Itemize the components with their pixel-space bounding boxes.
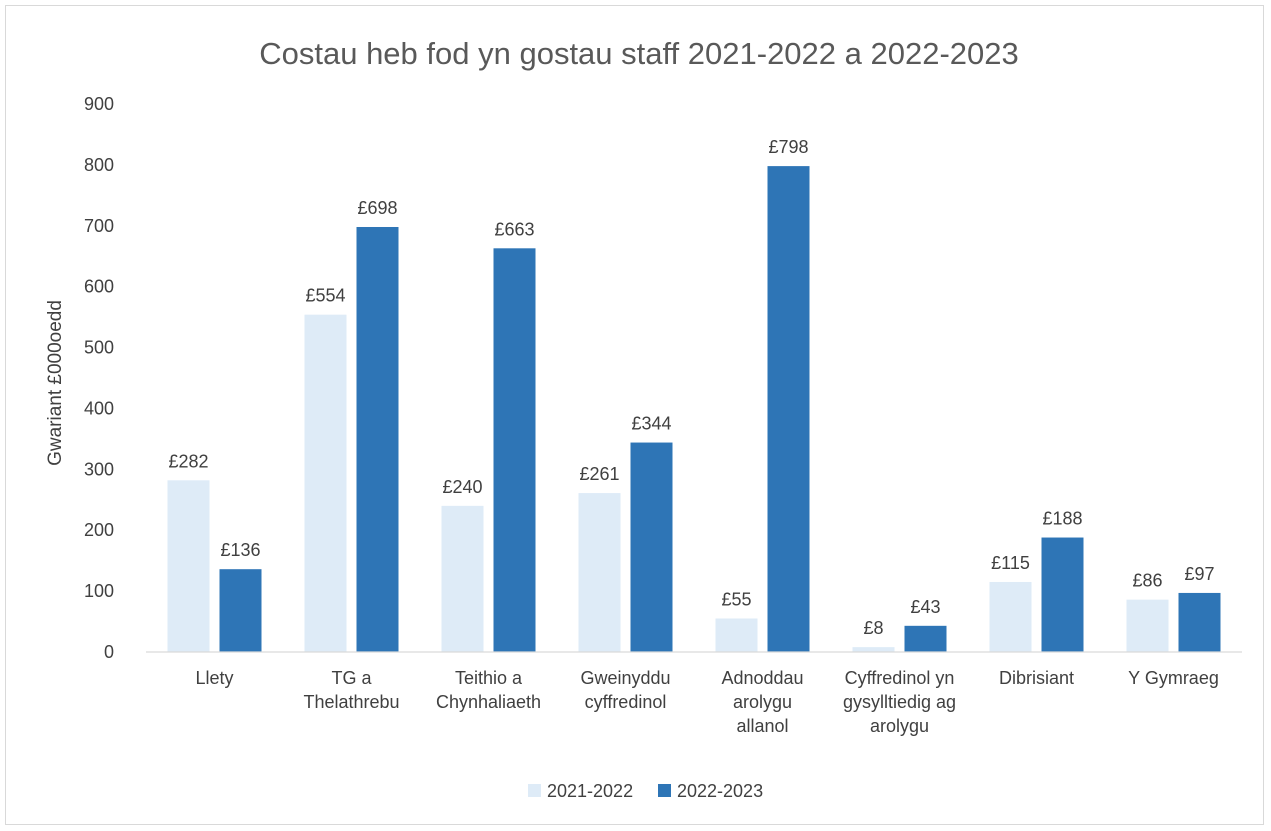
data-labels: £282 £136 £554 £698 £240 £663 £261 £344 £55 £798 £… [168,137,1214,638]
x-category-label: Dibrisiant [999,668,1074,688]
chart-frame: Costau heb fod yn gostau staff 2021-2022… [5,5,1264,825]
data-label: £798 [768,137,808,157]
data-label: £344 [631,414,671,434]
bar-2022-2023-2 [493,248,536,652]
bar-2021-2022-3 [578,493,621,652]
legend-swatch [528,784,541,797]
bar-2022-2023-4 [767,166,810,652]
legend-label: 2022-2023 [677,781,763,801]
data-label: £86 [1132,571,1162,591]
y-tick-label: 400 [84,398,114,418]
bar-2021-2022-7 [1126,599,1169,652]
data-label: £8 [863,618,883,638]
bar-2022-2023-6 [1041,537,1084,652]
bar-2021-2022-4 [715,618,758,652]
bar-2021-2022-2 [441,505,484,652]
x-category-label: Cyffredinol yn gysylltiedig ag arolygu [843,668,956,736]
bar-2022-2023-7 [1178,592,1221,652]
chart-title: Costau heb fod yn gostau staff 2021-2022… [259,36,1019,71]
x-category-label: Teithio a Chynhaliaeth [436,668,541,712]
data-label: £188 [1042,509,1082,529]
bar-series [167,166,1221,653]
data-label: £115 [991,553,1030,573]
y-axis-label: Gwariant £000oedd [45,300,66,466]
y-tick-label: 700 [84,216,114,236]
bar-2021-2022-0 [167,480,210,652]
x-category-label: Gweinyddu cyffredinol [580,668,670,712]
bar-2021-2022-6 [989,581,1032,652]
bar-2022-2023-3 [630,442,673,652]
x-category-label: Llety [195,668,233,688]
bar-2022-2023-0 [219,569,262,652]
data-label: £698 [357,198,397,218]
y-tick-label: 300 [84,459,114,479]
legend: 2021-2022 2022-2023 [528,781,763,801]
bar-2022-2023-1 [356,226,399,653]
x-axis-categories: Llety TG a Thelathrebu Teithio a Chynhaliaet… [195,668,1218,736]
x-category-label: TG a Thelathrebu [303,668,399,712]
bar-chart: Costau heb fod yn gostau staff 2021-2022… [45,36,1242,801]
y-tick-label: 600 [84,277,114,297]
x-category-label: Adnoddau arolygu allanol [721,668,803,736]
bar-2021-2022-1 [304,314,347,652]
legend-swatch [658,784,671,797]
data-label: £136 [220,540,260,560]
data-label: £282 [168,451,208,471]
y-tick-label: 100 [84,581,114,601]
data-label: £55 [721,590,751,610]
y-axis-ticks: 0 100 200 300 400 500 600 700 800 900 [84,94,114,662]
y-tick-label: 500 [84,338,114,358]
data-label: £97 [1184,564,1214,584]
y-tick-label: 800 [84,155,114,175]
legend-label: 2021-2022 [547,781,633,801]
data-label: £554 [305,286,345,306]
y-tick-label: 0 [104,642,114,662]
bar-2021-2022-5 [852,647,895,652]
y-tick-label: 900 [84,94,114,114]
data-label: £240 [442,477,482,497]
data-label: £43 [910,597,940,617]
data-label: £663 [494,219,534,239]
data-label: £261 [579,464,619,484]
y-tick-label: 200 [84,520,114,540]
bar-2022-2023-5 [904,625,947,652]
x-category-label: Y Gymraeg [1128,668,1219,688]
